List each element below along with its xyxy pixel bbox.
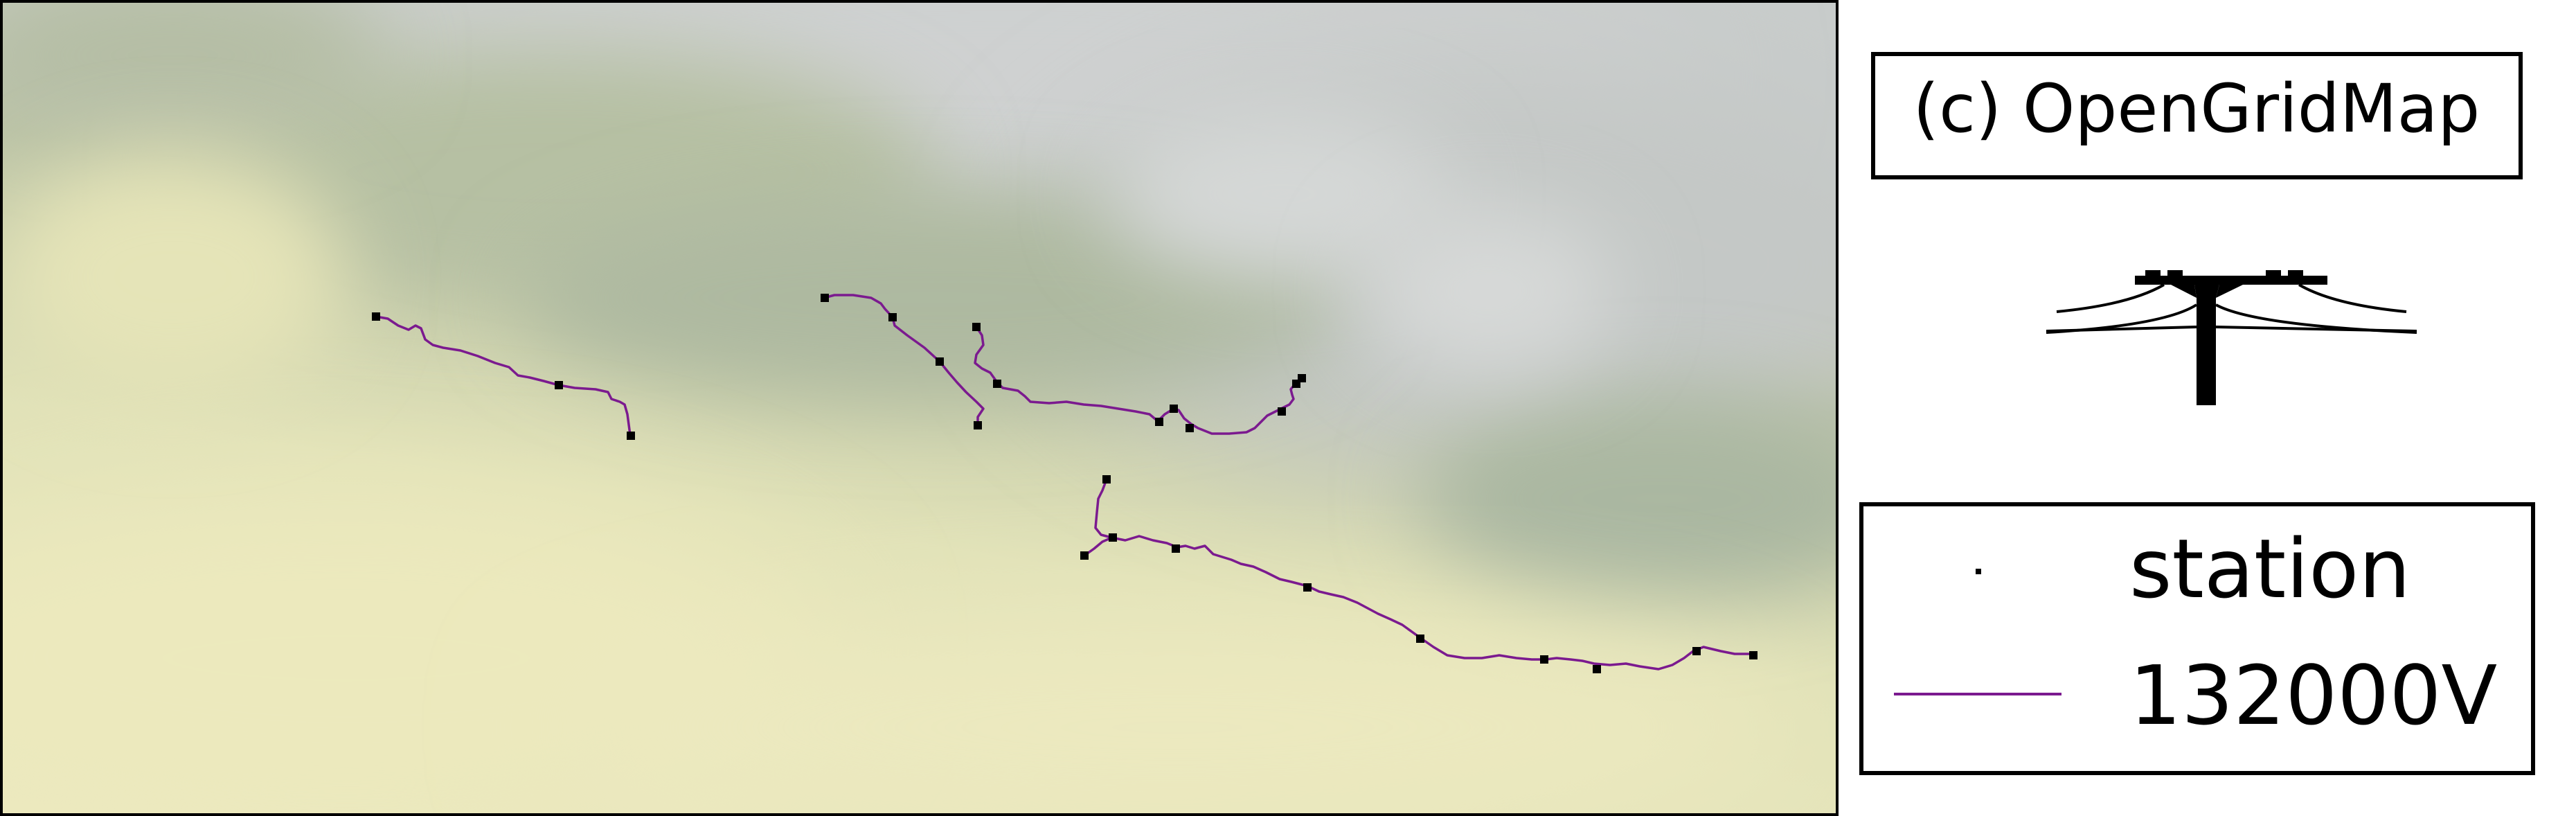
station-marker[interactable] <box>888 313 897 321</box>
station-marker[interactable] <box>627 432 635 440</box>
station-marker[interactable] <box>1155 418 1163 426</box>
map-panel[interactable] <box>0 0 1839 816</box>
power-line[interactable] <box>823 294 985 425</box>
station-marker[interactable] <box>974 421 982 429</box>
legend: station 132000V <box>1859 502 2535 775</box>
copyright-box: (c) OpenGridMap <box>1871 52 2523 179</box>
copyright-text: (c) OpenGridMap <box>1913 70 2480 148</box>
station-marker[interactable] <box>1170 405 1178 413</box>
station-marker-icon <box>1976 569 1981 574</box>
station-marker[interactable] <box>1278 407 1286 416</box>
power-pylon-icon <box>2046 270 2417 405</box>
station-marker[interactable] <box>1186 424 1194 432</box>
station-marker[interactable] <box>1298 374 1306 382</box>
station-marker[interactable] <box>372 312 380 321</box>
station-marker[interactable] <box>1540 655 1548 664</box>
station-marker[interactable] <box>936 357 944 366</box>
side-panel: (c) OpenGridMap <box>1839 0 2576 816</box>
station-marker[interactable] <box>993 380 1001 388</box>
station-marker[interactable] <box>1593 665 1601 673</box>
station-marker[interactable] <box>1416 635 1424 643</box>
panel-divider <box>1836 0 1839 816</box>
station-marker[interactable] <box>1080 551 1089 560</box>
station-marker[interactable] <box>1172 544 1180 553</box>
stations <box>372 294 1757 673</box>
station-marker[interactable] <box>1749 651 1757 659</box>
legend-label-132000v: 132000V <box>2129 648 2497 743</box>
legend-item-132000v: 132000V <box>1894 648 2497 743</box>
station-marker[interactable] <box>821 294 829 302</box>
map-canvas[interactable] <box>0 0 1839 816</box>
side-canvas: (c) OpenGridMap <box>1859 52 2535 775</box>
station-marker[interactable] <box>1109 533 1117 542</box>
station-marker[interactable] <box>1303 583 1312 592</box>
power-line[interactable] <box>1083 536 1113 557</box>
station-marker[interactable] <box>972 323 981 331</box>
station-marker[interactable] <box>555 381 563 389</box>
power-line[interactable] <box>1094 478 1753 671</box>
station-marker[interactable] <box>1692 647 1701 655</box>
terrain-relief <box>0 0 1839 816</box>
station-marker[interactable] <box>1102 475 1111 484</box>
legend-item-station: station <box>1976 521 2410 617</box>
legend-label-station: station <box>2129 521 2410 617</box>
power-line[interactable] <box>375 315 632 436</box>
